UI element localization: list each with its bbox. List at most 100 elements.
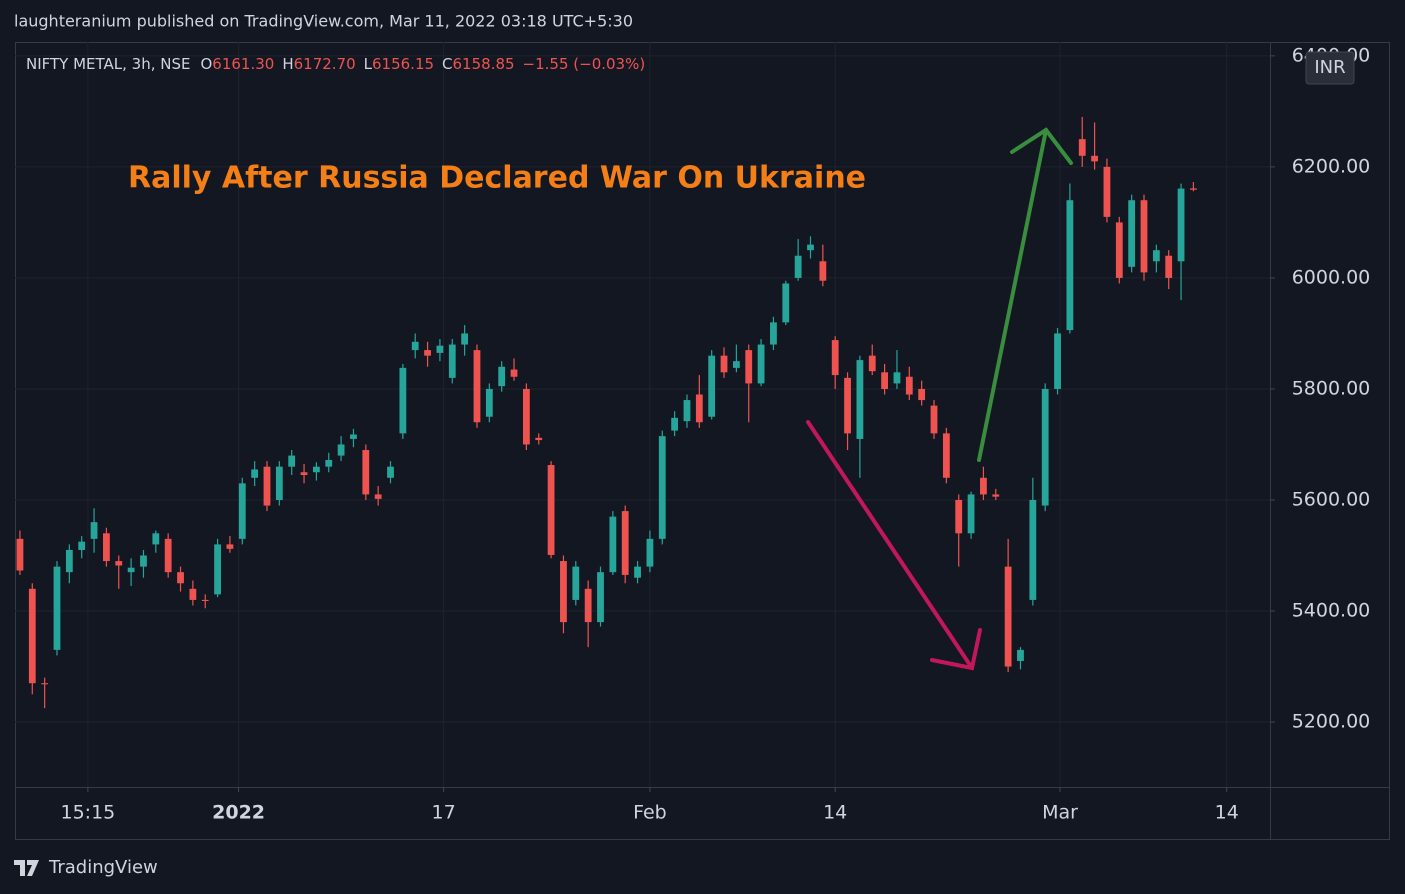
candle-body — [28, 588, 36, 684]
legend-value: 6161.30 — [212, 55, 274, 73]
x-tick-label: 14 — [1215, 802, 1239, 824]
legend-key: C — [442, 55, 452, 73]
legend-value: 6158.85 — [453, 55, 515, 73]
candle-body — [485, 388, 493, 417]
candle-body — [473, 350, 481, 423]
candle-body — [263, 466, 271, 506]
publish-header: laughteranium published on TradingView.c… — [14, 12, 633, 31]
y-tick-label: 5600.00 — [1292, 488, 1371, 510]
currency-badge — [1305, 51, 1355, 85]
candle-body — [251, 469, 259, 478]
candle-body — [621, 511, 629, 575]
candle-body — [461, 333, 469, 345]
candle-body — [980, 477, 987, 495]
candle-body — [436, 345, 444, 353]
candle-body — [745, 350, 753, 384]
up-arrow — [977, 127, 1073, 462]
legend-key: H — [282, 55, 293, 73]
candle-body — [41, 683, 49, 685]
annotation: Rally After Russia Declared War On Ukrai… — [128, 161, 866, 196]
x-tick-label: 17 — [432, 802, 456, 824]
candle-body — [757, 344, 765, 384]
candle-body — [510, 369, 518, 377]
legend-value: 6156.15 — [372, 55, 434, 73]
candle-body — [337, 444, 345, 456]
y-tick-label: 5400.00 — [1292, 600, 1371, 622]
candle-body — [794, 255, 802, 278]
candle-body — [535, 437, 543, 441]
candle-body — [1177, 188, 1185, 262]
candle-body — [152, 533, 160, 545]
candle-body — [584, 588, 592, 623]
candle-body — [1041, 388, 1049, 506]
candle-body — [1054, 333, 1061, 389]
candle-body — [671, 417, 679, 431]
y-tick-label: 6200.00 — [1292, 155, 1371, 177]
candle-body — [522, 388, 530, 445]
candle-body — [1190, 188, 1197, 190]
candle-body — [164, 538, 172, 573]
candle-body — [597, 572, 604, 623]
ohlc-legend: NIFTY METAL, 3h, NSE O6161.30 H6172.70 L615… — [26, 55, 645, 73]
candle-body — [967, 494, 975, 534]
candle-body — [214, 544, 221, 595]
candle-body — [695, 394, 703, 423]
candle-body — [78, 541, 86, 550]
candle-body — [115, 561, 123, 566]
candle-body — [374, 494, 382, 499]
candle-body — [238, 483, 246, 539]
candle-body — [1103, 166, 1111, 217]
candle-body — [770, 322, 777, 345]
candle-body — [1152, 250, 1160, 262]
candle-body — [140, 555, 147, 567]
candle-body — [65, 549, 73, 573]
candle-body — [930, 405, 938, 434]
candle-body — [275, 466, 283, 500]
y-tick-label: 6000.00 — [1292, 266, 1371, 288]
candle-body — [942, 433, 950, 478]
candle-body — [807, 244, 814, 251]
candle-body — [1115, 222, 1123, 278]
candle-body — [844, 377, 851, 434]
candle-body — [720, 355, 728, 373]
arrow-head — [930, 628, 982, 671]
candle-body — [1066, 200, 1074, 331]
candle-body — [387, 466, 394, 478]
candle-body — [53, 566, 61, 650]
logo-text: TradingView — [48, 857, 158, 878]
y-tick-label: 5200.00 — [1292, 711, 1371, 733]
candle-body — [189, 588, 197, 600]
x-tick-label: 14 — [823, 802, 847, 824]
candle-body — [1078, 139, 1086, 156]
logo-mark — [14, 860, 39, 876]
candle-body — [646, 538, 654, 567]
down-arrow — [806, 420, 982, 671]
candle-body — [103, 533, 110, 562]
currency-label: INR — [1314, 57, 1345, 78]
candle-body — [572, 566, 580, 600]
candle-body — [708, 355, 716, 417]
legend-key: O — [200, 55, 212, 73]
candle-body — [127, 567, 135, 573]
candle-body — [634, 566, 641, 578]
legend-value: 6172.70 — [294, 55, 356, 73]
candle-body — [831, 340, 839, 376]
candle-body — [868, 355, 876, 372]
x-tick-label: 15:15 — [60, 802, 115, 824]
candle-body — [905, 376, 913, 395]
candle-body — [448, 344, 456, 378]
candle-body — [547, 465, 555, 555]
candle-body — [955, 499, 963, 534]
legend-key: L — [364, 55, 373, 73]
candles — [16, 116, 1197, 709]
candle-body — [1128, 200, 1136, 267]
logo: TradingView — [14, 857, 158, 878]
candle-body — [609, 516, 617, 573]
candle-body — [16, 538, 24, 571]
arrow-head — [1010, 127, 1073, 165]
candle-body — [1017, 649, 1024, 661]
candle-body — [350, 434, 357, 439]
